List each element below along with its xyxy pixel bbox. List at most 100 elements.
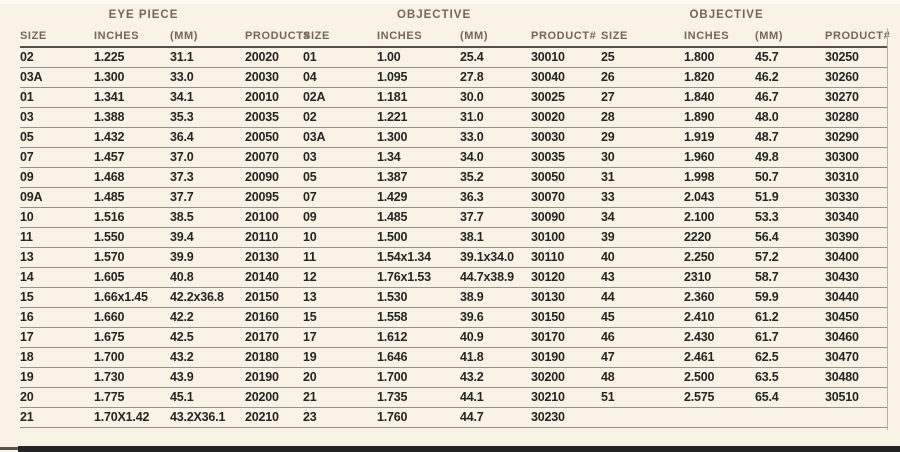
table-cell: 56.4 bbox=[755, 227, 826, 248]
table-cell: 30310 bbox=[825, 167, 889, 188]
table-row: 03 1.388 35.3 20035 02 1.221 31.0 30020 28 1.890 4… bbox=[20, 107, 889, 128]
table-cell: 20130 bbox=[245, 247, 304, 268]
table-cell: 27.8 bbox=[460, 67, 532, 88]
table-cell: 20 bbox=[303, 367, 378, 388]
table-cell: 30210 bbox=[531, 387, 602, 408]
table-cell: 12 bbox=[303, 267, 378, 288]
scan-edge-strip bbox=[0, 0, 900, 4]
table-cell: 43 bbox=[601, 267, 685, 288]
table-cell: 58.7 bbox=[755, 267, 826, 288]
table-cell: 36.3 bbox=[460, 187, 532, 208]
table-cell: 03A bbox=[303, 127, 378, 148]
column-header: INCHES bbox=[94, 26, 170, 48]
table-cell: 1.34 bbox=[377, 147, 461, 168]
table-cell: 30.0 bbox=[460, 87, 532, 108]
table-row: 17 1.675 42.5 20170 17 1.612 40.9 30170 46 2.430 6… bbox=[20, 327, 889, 348]
table-cell: 2.430 bbox=[684, 327, 756, 348]
table-cell: 30390 bbox=[825, 227, 889, 248]
table-cell: 2.461 bbox=[684, 347, 756, 368]
table-cell: 38.5 bbox=[170, 207, 245, 228]
table-row: 21 1.70X1.42 43.2X36.1 20210 23 1.760 44.7 3023… bbox=[20, 407, 889, 428]
table-cell: 35.3 bbox=[170, 107, 245, 128]
table-cell: 42.2x36.8 bbox=[170, 287, 245, 308]
table-cell: 20100 bbox=[245, 207, 304, 228]
column-header-row: SIZE INCHES (MM) PRODUCT# SIZE INCHES (MM) PROD… bbox=[20, 26, 890, 48]
table-row: 03A 1.300 33.0 20030 04 1.095 27.8 30040 26 1.820… bbox=[20, 67, 889, 88]
table-cell: 1.558 bbox=[377, 307, 461, 328]
table-cell: 27 bbox=[601, 87, 685, 108]
table-cell: 45.7 bbox=[755, 47, 826, 68]
table-cell: 30070 bbox=[531, 187, 602, 208]
table-cell: 1.760 bbox=[377, 407, 461, 428]
table-cell: 20035 bbox=[245, 107, 304, 128]
table-cell: 30110 bbox=[531, 247, 602, 268]
group-header-objective-1: OBJECTIVE bbox=[396, 9, 472, 21]
table-cell: 1.675 bbox=[94, 327, 170, 348]
table-cell: 29 bbox=[601, 127, 685, 148]
table-cell: 20170 bbox=[245, 327, 304, 348]
table-cell: 44.1 bbox=[460, 387, 532, 408]
table-cell: 33.0 bbox=[170, 67, 245, 88]
table-cell: 43.2 bbox=[170, 347, 245, 368]
table-cell: 41.8 bbox=[460, 347, 532, 368]
table-cell: 1.570 bbox=[94, 247, 170, 268]
table-cell: 1.840 bbox=[684, 87, 756, 108]
table-cell: 1.54x1.34 bbox=[377, 247, 461, 268]
table-cell: 61.7 bbox=[755, 327, 826, 348]
table-cell bbox=[601, 407, 685, 428]
table-row: 01 1.341 34.1 20010 02A 1.181 30.0 30025 27 1.840… bbox=[20, 87, 889, 108]
table-cell: 46.7 bbox=[755, 87, 826, 108]
table-cell: 30010 bbox=[531, 47, 602, 68]
table-cell: 30270 bbox=[825, 87, 889, 108]
table-cell: 57.2 bbox=[755, 247, 826, 268]
bottom-bar bbox=[18, 446, 900, 452]
table-cell: 1.550 bbox=[94, 227, 170, 248]
table-cell: 1.516 bbox=[94, 207, 170, 228]
table-cell: 1.221 bbox=[377, 107, 461, 128]
table-cell: 11 bbox=[303, 247, 378, 268]
table-cell: 1.225 bbox=[94, 47, 170, 68]
table-cell: 40.9 bbox=[460, 327, 532, 348]
table-cell: 1.960 bbox=[684, 147, 756, 168]
table-cell: 19 bbox=[20, 367, 94, 388]
table-cell: 51 bbox=[601, 387, 685, 408]
table-cell: 37.7 bbox=[170, 187, 245, 208]
table-row: 05 1.432 36.4 20050 03A 1.300 33.0 30030 29 1.919… bbox=[20, 127, 889, 148]
table-cell: 46.2 bbox=[755, 67, 826, 88]
table-cell: 30470 bbox=[825, 347, 889, 368]
table-cell: 1.429 bbox=[377, 187, 461, 208]
table-cell: 20030 bbox=[245, 67, 304, 88]
table-cell: 31.1 bbox=[170, 47, 245, 68]
table-cell: 26 bbox=[601, 67, 685, 88]
table-cell: 15 bbox=[303, 307, 378, 328]
table-cell: 40.8 bbox=[170, 267, 245, 288]
table-cell: 20095 bbox=[245, 187, 304, 208]
table-cell: 1.76x1.53 bbox=[377, 267, 461, 288]
table-body: 02 1.225 31.1 20020 01 1.00 25.4 30010 25 1.800 45… bbox=[20, 47, 889, 428]
table-cell: 1.890 bbox=[684, 107, 756, 128]
column-header: (MM) bbox=[460, 26, 532, 48]
table-cell: 2.500 bbox=[684, 367, 756, 388]
table-cell: 04 bbox=[303, 67, 378, 88]
table-cell: 1.530 bbox=[377, 287, 461, 308]
table-cell: 31.0 bbox=[460, 107, 532, 128]
table-cell: 45 bbox=[601, 307, 685, 328]
table-cell: 53.3 bbox=[755, 207, 826, 228]
table-cell: 39.6 bbox=[460, 307, 532, 328]
table-cell: 23 bbox=[303, 407, 378, 428]
table-cell: 51.9 bbox=[755, 187, 826, 208]
table-cell: 37.7 bbox=[460, 207, 532, 228]
page-edge-line bbox=[887, 28, 888, 430]
table-cell: 02 bbox=[20, 47, 94, 68]
table-cell: 05 bbox=[303, 167, 378, 188]
table-cell: 30200 bbox=[531, 367, 602, 388]
bottom-bar-stub bbox=[0, 447, 18, 450]
column-header: PRODUCT# bbox=[531, 26, 602, 48]
table-cell: 1.387 bbox=[377, 167, 461, 188]
table-cell: 03A bbox=[20, 67, 94, 88]
table-cell: 30170 bbox=[531, 327, 602, 348]
table-cell: 25.4 bbox=[460, 47, 532, 68]
table-cell: 65.4 bbox=[755, 387, 826, 408]
table-cell: 13 bbox=[303, 287, 378, 308]
